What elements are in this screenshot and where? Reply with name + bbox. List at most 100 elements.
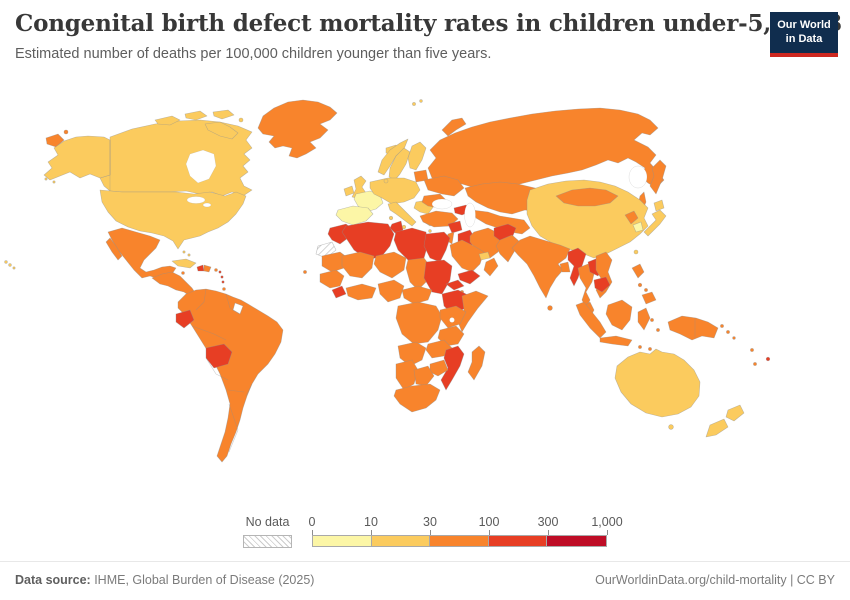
country-south-korea[interactable] [632,221,644,233]
country-ireland[interactable] [343,185,355,197]
country-mozambique[interactable] [440,345,465,391]
country-russia-kamchatka[interactable] [649,159,667,195]
country-yemen[interactable] [457,269,481,285]
country-saudi-arabia[interactable] [449,239,485,273]
country-eritrea[interactable] [445,279,465,291]
country-sudan[interactable] [423,259,453,295]
country-south-africa[interactable] [393,383,441,413]
country-indonesia-maluku2[interactable] [656,328,660,332]
country-mexico[interactable] [107,227,177,279]
country-bangladesh[interactable] [559,261,571,273]
legend-bin[interactable] [430,536,489,546]
country-sri-lanka[interactable] [547,305,553,311]
country-indonesia-java[interactable] [599,335,633,347]
country-cape-verde[interactable] [303,270,307,274]
country-niger[interactable] [373,251,407,279]
country-mexico-baja[interactable] [105,237,123,261]
country-canada-island3[interactable] [212,109,235,120]
country-puerto-rico[interactable] [214,268,218,272]
country-french-guiana[interactable] [232,302,244,315]
country-svalbard2[interactable] [419,99,423,103]
country-pakistan[interactable] [495,234,521,263]
owid-logo[interactable]: Our World in Data [770,12,838,57]
country-indonesia-maluku[interactable] [650,318,654,322]
country-svalbard[interactable] [412,102,416,106]
country-new-zealand-north[interactable] [725,404,745,422]
country-jamaica[interactable] [181,271,185,275]
country-finland[interactable] [407,141,427,171]
country-canada-island1[interactable] [154,115,181,126]
country-canada-baffin[interactable] [204,121,239,140]
legend-bin[interactable] [313,536,372,546]
country-new-zealand-south[interactable] [705,418,729,438]
country-usa-hawaii1[interactable] [4,260,8,264]
country-solomon-3[interactable] [732,336,736,340]
country-usa-alaska[interactable] [43,135,111,181]
country-indonesia-sunda[interactable] [638,345,642,349]
country-china[interactable] [526,179,649,259]
country-gulf-of-guinea-coast[interactable] [345,283,377,301]
legend-bin[interactable] [488,536,548,546]
country-italy-sardinia[interactable] [388,215,394,221]
country-japan-hokkaido[interactable] [653,199,665,212]
legend-bin[interactable] [371,536,431,546]
country-tasmania[interactable] [668,424,674,430]
country-canada-island4[interactable] [238,117,244,123]
country-italy[interactable] [387,201,417,227]
country-chad[interactable] [405,257,431,291]
country-drc-congo[interactable] [395,301,443,345]
country-new-guinea[interactable] [667,315,719,341]
country-usa-hawaii3[interactable] [12,266,16,270]
country-central-europe[interactable] [369,177,421,205]
country-botswana[interactable] [413,365,435,387]
country-namibia[interactable] [395,359,419,391]
country-dominican-republic[interactable] [203,264,212,273]
country-angola[interactable] [397,341,427,367]
country-canada-island2[interactable] [184,110,208,121]
country-ecuador[interactable] [175,309,195,329]
country-solomon-2[interactable] [726,330,730,334]
country-vanuatu[interactable] [750,348,754,352]
country-antilles2[interactable] [220,275,224,279]
country-syria[interactable] [447,220,463,234]
country-uganda-kenya[interactable] [439,305,467,329]
country-indonesia-sumatra[interactable] [575,301,607,339]
country-solomon-1[interactable] [720,324,724,328]
country-japan[interactable] [643,209,667,237]
country-philippines-visayas[interactable] [637,282,643,288]
country-new-caledonia[interactable] [753,362,757,366]
country-uae-qatar[interactable] [478,251,491,261]
country-antilles1[interactable] [218,270,222,274]
country-russia[interactable] [427,107,665,191]
country-ukraine-belarus[interactable] [423,175,465,197]
country-sierra-leone-liberia[interactable] [331,285,347,299]
country-nigeria[interactable] [377,279,405,303]
country-taiwan[interactable] [633,249,639,255]
country-mali[interactable] [341,251,375,279]
country-russia-wrangel[interactable] [63,129,69,135]
country-cameroon-car[interactable] [401,285,433,305]
country-haiti[interactable] [196,264,205,272]
country-philippines-mindanao[interactable] [641,291,657,305]
country-south-america[interactable] [177,288,284,463]
country-indonesia-borneo[interactable] [605,299,633,331]
country-denmark[interactable] [383,178,389,184]
country-north-korea[interactable] [624,210,639,225]
country-trinidad[interactable] [222,287,226,291]
legend-no-data-swatch[interactable] [243,535,292,548]
legend-no-data[interactable]: No data [243,515,292,548]
country-senegal-guinea[interactable] [319,269,345,289]
country-usa-hawaii2[interactable] [8,263,12,267]
country-bahamas1[interactable] [182,250,186,254]
country-antilles3[interactable] [221,280,225,284]
country-egypt[interactable] [423,231,451,263]
country-greenland[interactable] [257,99,338,159]
country-spain-portugal[interactable] [335,205,374,226]
legend-bin[interactable] [547,536,606,546]
country-mongolia[interactable] [555,187,619,207]
country-indonesia-sunda2[interactable] [648,347,652,351]
country-greece-crete[interactable] [428,229,432,233]
country-myanmar[interactable] [567,247,587,287]
owid-footer-link[interactable]: OurWorldinData.org/child-mortality | CC … [595,573,835,587]
country-australia[interactable] [614,348,701,418]
